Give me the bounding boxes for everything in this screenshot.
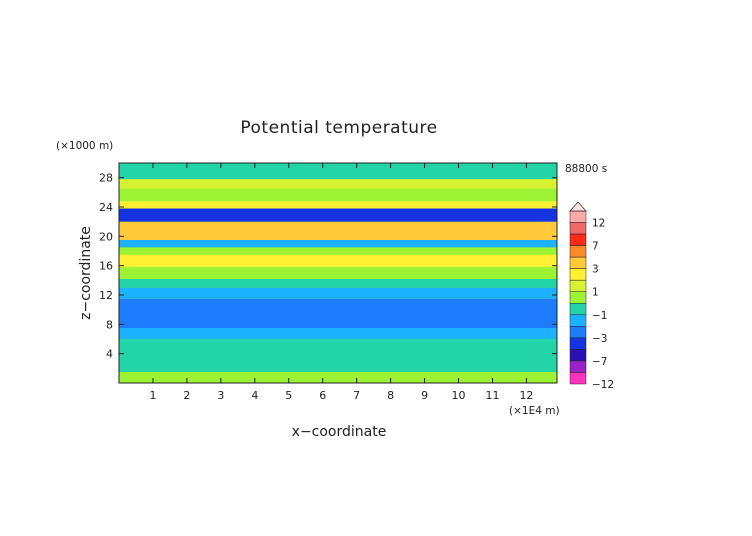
colorbar-segment	[569, 337, 587, 350]
x-tick-label: 7	[353, 389, 360, 402]
y-axis-label: z−coordinate	[78, 226, 94, 320]
y-tick-label: 8	[106, 318, 113, 331]
colorbar-segment	[569, 291, 587, 304]
x-tick-label: 6	[319, 389, 326, 402]
colorbar-label: −1	[592, 310, 607, 322]
colorbar-label: 3	[592, 264, 599, 276]
x-axis-label: x−coordinate	[292, 424, 387, 440]
chart-title: Potential temperature	[240, 118, 437, 138]
contour-band-1	[119, 339, 557, 372]
y-axis-ticks: 4 8 12 16 20 24 28	[99, 172, 557, 361]
y-tick-label: 28	[99, 172, 113, 185]
colorbar-segment	[569, 372, 587, 385]
contour-band-8	[119, 247, 557, 255]
colorbar-segment	[569, 256, 587, 269]
colorbar-segment	[569, 303, 587, 316]
colorbar-segment	[569, 233, 587, 246]
colorbar-segment	[569, 314, 587, 327]
x-tick-label: 1	[149, 389, 156, 402]
x-tick-label: 3	[217, 389, 224, 402]
contour-band-2	[119, 328, 557, 339]
colorbar-segment	[569, 268, 587, 281]
x-tick-label: 8	[387, 389, 394, 402]
contour-band-0	[119, 372, 557, 383]
x-tick-label: 2	[183, 389, 190, 402]
contour-band-14	[119, 188, 557, 202]
contour-band-15	[119, 179, 557, 189]
x-tick-label: 4	[251, 389, 258, 402]
y-tick-label: 4	[106, 348, 113, 361]
contour-band-6	[119, 267, 557, 279]
colorbar-segment	[569, 210, 587, 223]
x-unit-label: (×1E4 m)	[509, 405, 560, 417]
contour-bands	[119, 163, 557, 383]
plot-area	[118, 162, 558, 384]
colorbar: 12 7 3 1 −1 −3 −7 −12	[569, 201, 614, 391]
y-unit-label: (×1000 m)	[56, 140, 113, 152]
colorbar-overflow-arrow	[569, 201, 587, 212]
x-tick-label: 5	[285, 389, 292, 402]
contour-band-4	[119, 287, 557, 299]
x-tick-label: 10	[452, 389, 466, 402]
contour-band-3	[119, 298, 557, 328]
colorbar-segment	[569, 245, 587, 258]
contour-band-16	[119, 163, 557, 180]
contour-band-12	[119, 208, 557, 222]
colorbar-label: −12	[592, 379, 614, 391]
contour-band-7	[119, 254, 557, 268]
x-axis-ticks: 1 2 3 4 5 6 7 8 9 10 11 12	[149, 163, 533, 402]
colorbar-segment	[569, 279, 587, 292]
colorbar-label: −7	[592, 356, 607, 368]
y-tick-label: 16	[99, 260, 113, 273]
time-label: 88800 s	[565, 163, 607, 175]
colorbar-segment	[569, 326, 587, 339]
colorbar-label: 12	[592, 218, 605, 230]
contour-band-11	[119, 221, 557, 231]
colorbar-segment	[569, 222, 587, 235]
y-tick-label: 12	[99, 289, 113, 302]
colorbar-label: 1	[592, 287, 599, 299]
contour-band-13	[119, 201, 557, 209]
colorbar-label: 7	[592, 241, 599, 253]
x-tick-label: 9	[421, 389, 428, 402]
x-tick-label: 11	[485, 389, 499, 402]
colorbar-segment	[569, 349, 587, 362]
plot-frame	[118, 162, 558, 384]
contour-band-10	[119, 230, 557, 240]
x-tick-label: 12	[519, 389, 533, 402]
colorbar-segment	[569, 360, 587, 373]
y-tick-label: 20	[99, 230, 113, 243]
y-tick-label: 24	[99, 201, 113, 214]
colorbar-label: −3	[592, 333, 607, 345]
contour-band-9	[119, 240, 557, 248]
contour-band-5	[119, 278, 557, 288]
